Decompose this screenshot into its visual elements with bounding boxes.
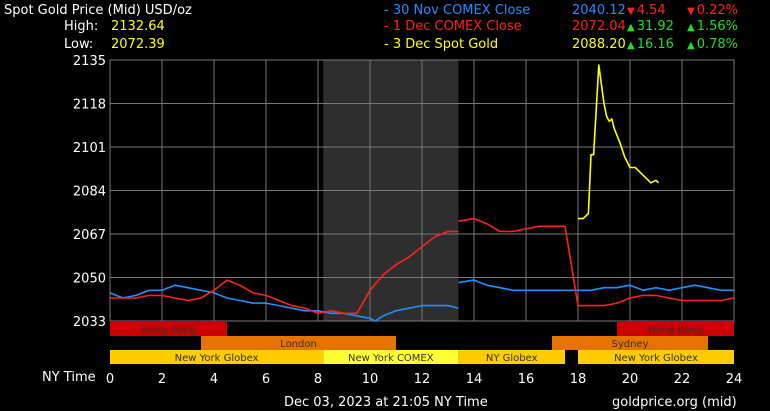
legend-change-value: 16.16 — [636, 37, 674, 52]
chart-title: Spot Gold Price (Mid) USD/oz — [4, 3, 192, 18]
x-tick-label: 22 — [674, 372, 691, 387]
session-label: Hong Kong — [648, 325, 702, 336]
high-value: 2132.64 — [111, 19, 165, 34]
session-label: New York Globex — [175, 353, 259, 364]
legend-change-value: 4.54 — [636, 3, 666, 18]
legend-pct-value: 0.78% — [696, 37, 739, 52]
session-label: New York COMEX — [348, 353, 434, 364]
session-bar — [110, 322, 227, 336]
x-tick-label: 12 — [414, 372, 431, 387]
low-value: 2072.39 — [111, 37, 165, 52]
triangle-up-icon: ▲ — [687, 40, 695, 51]
legend-price-dec3: 2088.20 — [572, 37, 626, 52]
x-tick-label: 18 — [570, 372, 587, 387]
series-line — [578, 64, 660, 220]
series-line — [110, 230, 459, 315]
x-tick-label: 2 — [158, 372, 166, 387]
legend-pct-value: 1.56% — [696, 19, 739, 34]
legend-pct-value: 0.22% — [696, 3, 739, 18]
session-label: Sydney — [611, 339, 648, 350]
timestamp: Dec 03, 2023 at 21:05 NY Time — [284, 395, 488, 410]
x-tick-label: 0 — [106, 372, 114, 387]
legend-label-dec3: - 3 Dec Spot Gold — [384, 37, 499, 52]
x-tick-label: 4 — [210, 372, 218, 387]
y-tick-label: 2084 — [73, 185, 106, 200]
x-tick-label: 6 — [262, 372, 270, 387]
session-label: New York Globex — [614, 353, 698, 364]
x-tick-label: 10 — [362, 372, 379, 387]
session-bar — [201, 336, 396, 350]
legend-change-dec1: ▲ 31.92 — [627, 19, 674, 36]
y-tick-label: 2135 — [73, 54, 106, 69]
x-tick-label: 16 — [518, 372, 535, 387]
legend-label-dec1: - 1 Dec COMEX Close — [384, 19, 522, 34]
legend-pct-dec1: ▲ 1.56% — [687, 19, 738, 36]
triangle-up-icon: ▲ — [627, 22, 635, 33]
series-line — [109, 284, 459, 322]
session-label: London — [280, 339, 317, 350]
legend-price-dec1: 2072.04 — [572, 19, 626, 34]
legend-price-nov30: 2040.12 — [572, 3, 626, 18]
legend-change-nov30: ▼ 4.54 — [627, 3, 666, 20]
session-bar — [323, 350, 459, 364]
legend-change-value: 31.92 — [636, 19, 674, 34]
y-tick-label: 2050 — [73, 272, 106, 287]
series-line — [458, 217, 735, 307]
triangle-down-icon: ▼ — [627, 6, 635, 17]
x-axis-label: NY Time — [42, 370, 96, 385]
legend-change-dec3: ▲ 16.16 — [627, 37, 674, 54]
y-tick-label: 2101 — [73, 141, 106, 156]
x-tick-label: 20 — [622, 372, 639, 387]
session-label: Hong Kong — [141, 325, 195, 336]
triangle-up-icon: ▲ — [627, 40, 635, 51]
legend-pct-nov30: ▼ 0.22% — [687, 3, 738, 20]
x-tick-label: 14 — [466, 372, 483, 387]
session-label: NY Globex — [486, 353, 538, 364]
source-credit: goldprice.org (mid) — [612, 395, 737, 410]
series-line — [458, 279, 734, 292]
session-bar — [552, 336, 708, 350]
legend-pct-dec3: ▲ 0.78% — [687, 37, 738, 54]
legend-label-nov30: - 30 Nov COMEX Close — [384, 3, 531, 18]
y-tick-label: 2118 — [73, 98, 106, 113]
y-tick-label: 2067 — [73, 228, 106, 243]
high-label: High: — [64, 19, 99, 34]
triangle-down-icon: ▼ — [687, 6, 695, 17]
low-label: Low: — [64, 37, 94, 52]
triangle-up-icon: ▲ — [687, 22, 695, 33]
session-bar — [617, 322, 734, 336]
session-bar — [110, 350, 324, 364]
x-tick-label: 8 — [314, 372, 322, 387]
session-bar — [458, 350, 565, 364]
x-tick-label: 24 — [726, 372, 743, 387]
session-bar — [578, 350, 734, 364]
y-tick-label: 2033 — [73, 315, 106, 330]
